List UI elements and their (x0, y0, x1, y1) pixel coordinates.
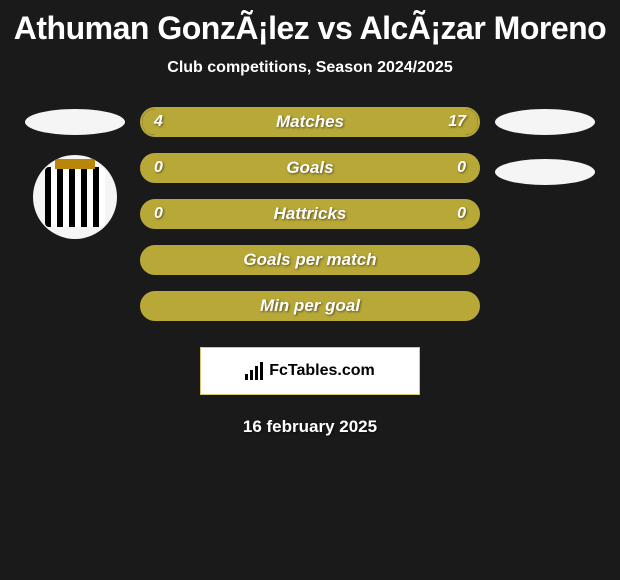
metric-bar-goals: 0 Goals 0 (140, 153, 480, 183)
metrics-column: 4 Matches 17 0 Goals 0 0 Hattricks 0 Goals per ma… (140, 107, 480, 437)
metric-label: Goals (286, 158, 333, 178)
metric-bar-min-per-goal: Min per goal (140, 291, 480, 321)
metric-bar-goals-per-match: Goals per match (140, 245, 480, 275)
content-row: 4 Matches 17 0 Goals 0 0 Hattricks 0 Goals per ma… (10, 107, 610, 437)
footer-date: 16 february 2025 (243, 417, 377, 437)
metric-label: Matches (276, 112, 344, 132)
player-placeholder-right-1 (495, 109, 595, 135)
metric-fill-left (142, 109, 206, 135)
club-badge-stripes (45, 167, 105, 227)
metric-value-left: 4 (154, 113, 163, 131)
metric-value-right: 0 (457, 205, 466, 223)
metric-value-right: 17 (448, 113, 466, 131)
club-badge-left (33, 155, 117, 239)
fctables-logo: FcTables.com (245, 362, 375, 380)
metric-label: Min per goal (260, 296, 360, 316)
right-column (495, 107, 595, 185)
left-column (25, 107, 125, 239)
metric-label: Hattricks (274, 204, 347, 224)
metric-value-left: 0 (154, 159, 163, 177)
comparison-widget: Athuman GonzÃ¡lez vs AlcÃ¡zar Moreno Clu… (0, 0, 620, 447)
metric-bar-hattricks: 0 Hattricks 0 (140, 199, 480, 229)
bars-icon (245, 362, 263, 380)
page-subtitle: Club competitions, Season 2024/2025 (10, 59, 610, 77)
metric-value-left: 0 (154, 205, 163, 223)
player-placeholder-left (25, 109, 125, 135)
metric-label: Goals per match (243, 250, 376, 270)
fctables-attribution[interactable]: FcTables.com (200, 347, 420, 395)
player-placeholder-right-2 (495, 159, 595, 185)
fctables-text: FcTables.com (269, 362, 375, 380)
metric-value-right: 0 (457, 159, 466, 177)
metric-bar-matches: 4 Matches 17 (140, 107, 480, 137)
page-title: Athuman GonzÃ¡lez vs AlcÃ¡zar Moreno (10, 10, 610, 47)
